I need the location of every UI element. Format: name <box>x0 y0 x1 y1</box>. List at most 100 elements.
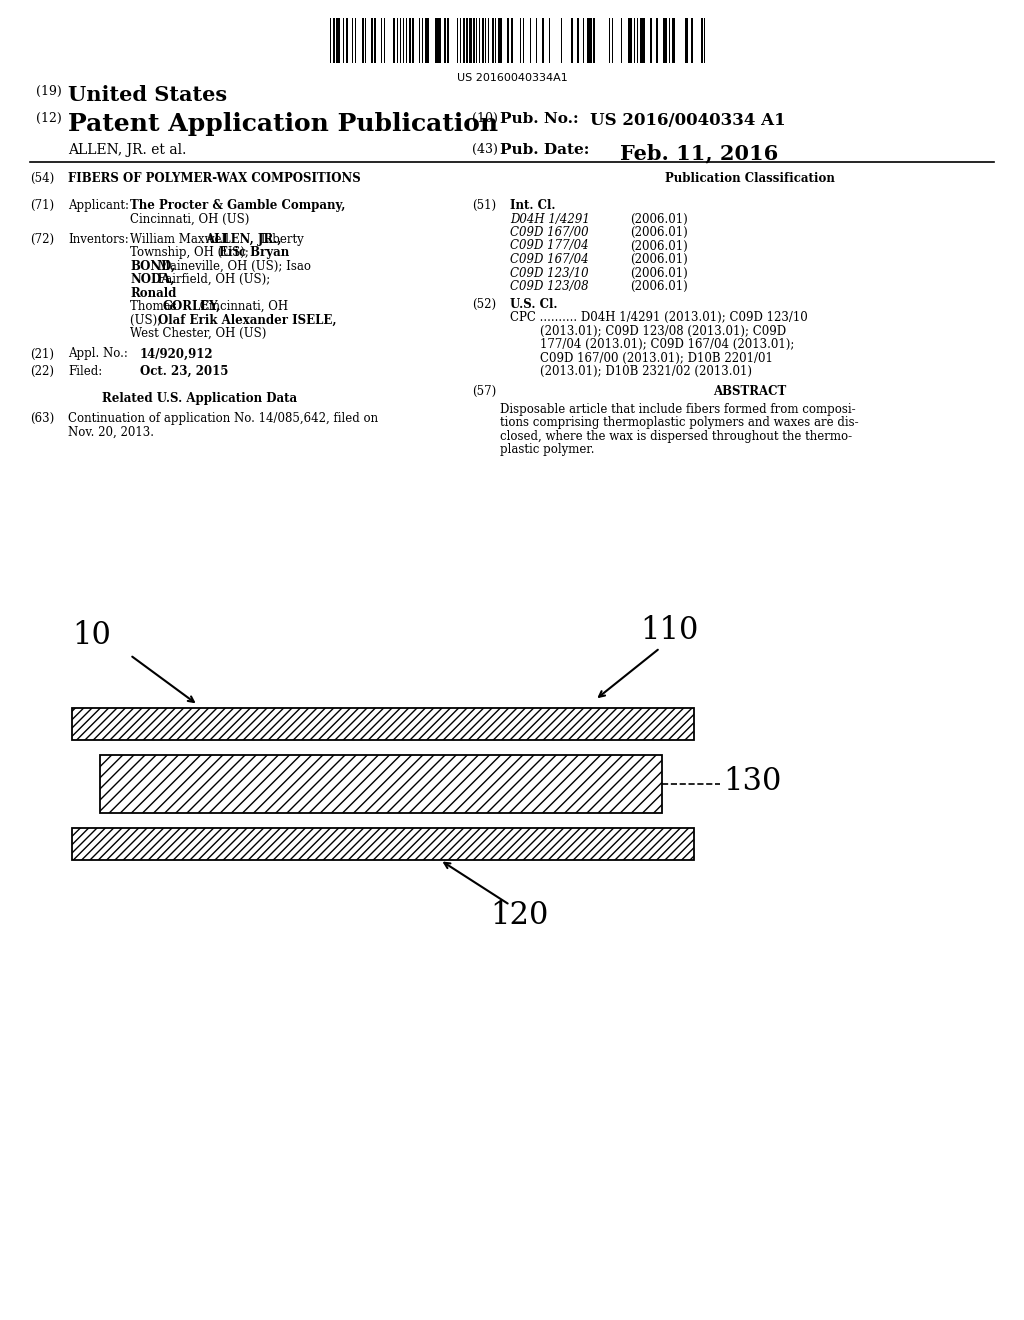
Bar <box>361 18 364 63</box>
Bar <box>577 18 579 63</box>
Text: Cincinnati, OH: Cincinnati, OH <box>196 300 288 313</box>
Bar <box>498 18 501 63</box>
Text: tions comprising thermoplastic polymers and waxes are dis-: tions comprising thermoplastic polymers … <box>500 416 859 429</box>
Text: William Maxwell: William Maxwell <box>130 232 232 246</box>
Text: (US);: (US); <box>130 314 165 327</box>
Text: ALLEN, JR. et al.: ALLEN, JR. et al. <box>68 143 186 157</box>
Text: Patent Application Publication: Patent Application Publication <box>68 112 498 136</box>
Text: (12): (12) <box>36 112 61 125</box>
Text: C09D 177/04: C09D 177/04 <box>510 239 589 252</box>
Text: 120: 120 <box>490 900 549 931</box>
Text: (22): (22) <box>30 366 54 378</box>
Text: NODA,: NODA, <box>130 273 174 286</box>
Bar <box>640 18 644 63</box>
Bar <box>666 18 668 63</box>
Text: U.S. Cl.: U.S. Cl. <box>510 297 557 310</box>
Text: Thomas: Thomas <box>130 300 180 313</box>
Text: C09D 167/00 (2013.01); D10B 2201/01: C09D 167/00 (2013.01); D10B 2201/01 <box>540 351 773 364</box>
Bar <box>587 18 590 63</box>
Bar <box>72 708 694 741</box>
Bar <box>466 18 468 63</box>
Text: 130: 130 <box>723 767 781 797</box>
Text: Continuation of application No. 14/085,642, filed on: Continuation of application No. 14/085,6… <box>68 412 378 425</box>
Text: Disposable article that include fibers formed from composi-: Disposable article that include fibers f… <box>500 403 856 416</box>
Text: CPC .......... D04H 1/4291 (2013.01); C09D 123/10: CPC .......... D04H 1/4291 (2013.01); C0… <box>510 312 808 323</box>
Bar <box>434 18 438 63</box>
Text: Publication Classification: Publication Classification <box>665 172 835 185</box>
Text: ALLEN, JR.,: ALLEN, JR., <box>205 232 282 246</box>
Text: BOND,: BOND, <box>130 260 175 273</box>
Text: Appl. No.:: Appl. No.: <box>68 347 128 360</box>
Text: Cincinnati, OH (US): Cincinnati, OH (US) <box>130 213 250 226</box>
Bar <box>469 18 472 63</box>
Text: Fairfield, OH (US);: Fairfield, OH (US); <box>154 273 273 286</box>
Text: Int. Cl.: Int. Cl. <box>510 199 555 213</box>
Text: closed, where the wax is dispersed throughout the thermo-: closed, where the wax is dispersed throu… <box>500 430 852 442</box>
Text: (21): (21) <box>30 347 54 360</box>
Text: (2006.01): (2006.01) <box>630 280 688 293</box>
Bar <box>460 18 462 63</box>
Text: (52): (52) <box>472 297 496 310</box>
Text: Pub. Date:: Pub. Date: <box>500 143 590 157</box>
Text: (2006.01): (2006.01) <box>630 213 688 226</box>
Bar <box>507 18 509 63</box>
Text: (57): (57) <box>472 385 497 399</box>
Text: US 20160040334A1: US 20160040334A1 <box>457 73 567 83</box>
Bar <box>410 18 411 63</box>
Bar <box>422 18 423 63</box>
Bar <box>437 18 440 63</box>
Bar <box>381 18 382 63</box>
Text: Eric Bryan: Eric Bryan <box>219 247 290 259</box>
Bar <box>608 18 610 63</box>
Text: (72): (72) <box>30 232 54 246</box>
Text: C09D 123/10: C09D 123/10 <box>510 267 589 280</box>
Text: Township, OH (US);: Township, OH (US); <box>130 247 253 259</box>
Text: Inventors:: Inventors: <box>68 232 129 246</box>
Bar <box>656 18 658 63</box>
Bar <box>100 755 662 813</box>
Bar <box>72 828 694 861</box>
Text: Oct. 23, 2015: Oct. 23, 2015 <box>140 366 228 378</box>
Bar <box>511 18 513 63</box>
Text: (19): (19) <box>36 84 61 98</box>
Bar <box>685 18 687 63</box>
Bar <box>463 18 465 63</box>
Bar <box>371 18 373 63</box>
Text: plastic polymer.: plastic polymer. <box>500 444 595 457</box>
Text: Feb. 11, 2016: Feb. 11, 2016 <box>620 143 778 162</box>
Bar <box>396 18 398 63</box>
Text: (71): (71) <box>30 199 54 213</box>
Text: (51): (51) <box>472 199 496 213</box>
Bar <box>628 18 632 63</box>
Text: US 2016/0040334 A1: US 2016/0040334 A1 <box>590 112 785 129</box>
Text: (2013.01); D10B 2321/02 (2013.01): (2013.01); D10B 2321/02 (2013.01) <box>540 366 752 378</box>
Bar <box>482 18 484 63</box>
Bar <box>593 18 595 63</box>
Bar <box>570 18 572 63</box>
Bar <box>384 18 385 63</box>
Text: ABSTRACT: ABSTRACT <box>714 385 786 399</box>
Bar <box>492 18 495 63</box>
Bar <box>650 18 651 63</box>
Bar <box>413 18 415 63</box>
Text: FIBERS OF POLYMER-WAX COMPOSITIONS: FIBERS OF POLYMER-WAX COMPOSITIONS <box>68 172 360 185</box>
Bar <box>549 18 551 63</box>
Bar <box>346 18 348 63</box>
Text: (10): (10) <box>472 112 498 125</box>
Text: (2006.01): (2006.01) <box>630 267 688 280</box>
Text: Pub. No.:: Pub. No.: <box>500 112 579 125</box>
Text: 14/920,912: 14/920,912 <box>140 347 214 360</box>
Bar <box>542 18 544 63</box>
Text: C09D 167/00: C09D 167/00 <box>510 226 589 239</box>
Text: Ronald: Ronald <box>130 286 176 300</box>
Text: GORLEY,: GORLEY, <box>163 300 221 313</box>
Bar <box>447 18 450 63</box>
Bar <box>399 18 401 63</box>
Text: 110: 110 <box>640 615 698 645</box>
Text: West Chester, OH (US): West Chester, OH (US) <box>130 327 266 341</box>
Text: (2013.01); C09D 123/08 (2013.01); C09D: (2013.01); C09D 123/08 (2013.01); C09D <box>540 325 786 338</box>
Bar <box>643 18 645 63</box>
Text: Maineville, OH (US); Isao: Maineville, OH (US); Isao <box>154 260 310 273</box>
Text: (2006.01): (2006.01) <box>630 253 688 267</box>
Text: The Procter & Gamble Company,: The Procter & Gamble Company, <box>130 199 345 213</box>
